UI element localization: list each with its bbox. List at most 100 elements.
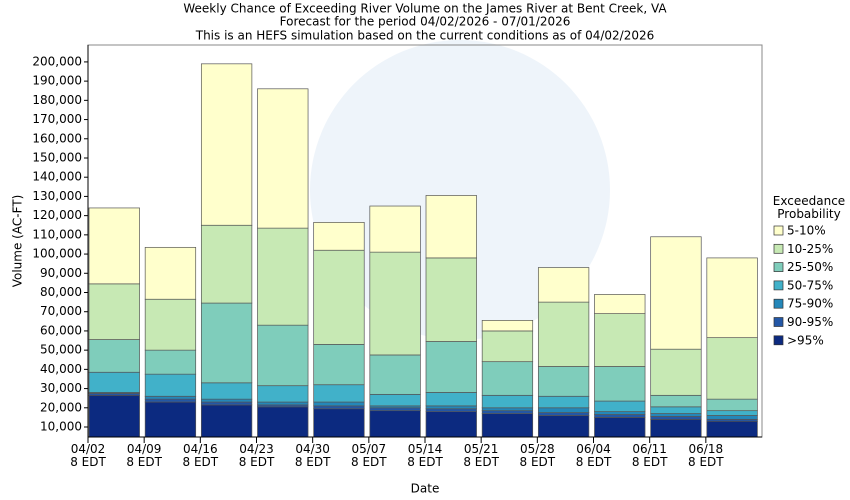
bar-segment (481, 407, 534, 412)
y-tick-label: 80,000 (40, 285, 82, 299)
legend-label: >95% (787, 333, 824, 347)
bar-segment (425, 392, 477, 407)
y-tick-label: 10,000 (40, 420, 82, 434)
bar-segment (313, 408, 365, 438)
x-tick-label: 06/11 8 EDT (631, 442, 668, 469)
bar-segment (537, 407, 590, 413)
bar-segment (144, 395, 197, 400)
bar-segment (481, 330, 534, 363)
bar-segment (706, 398, 758, 412)
bar-segment (313, 401, 365, 407)
bar-segment (594, 411, 646, 415)
bar-segment (650, 418, 702, 438)
bar-segment (425, 411, 477, 438)
bar-segment (144, 246, 197, 300)
bar-segment (594, 366, 646, 402)
legend-swatch (773, 335, 784, 346)
legend-swatch (773, 243, 784, 254)
legend-swatch (773, 317, 784, 327)
bar-segment (257, 406, 309, 438)
bar-segment (200, 398, 253, 403)
y-tick-label: 20,000 (40, 400, 82, 414)
bar-segment (200, 63, 253, 226)
bar-segment (425, 405, 477, 410)
bar-segment (369, 354, 421, 395)
bar-segment (706, 415, 758, 420)
bar-segment (425, 341, 477, 393)
y-tick-label: 160,000 (32, 131, 82, 145)
legend-label: 75-90% (787, 297, 833, 311)
chart-subtitle: Forecast for the period 04/02/2026 - 07/… (280, 15, 571, 29)
bar-segment (369, 205, 421, 253)
legend-title: Exceedance Probability (772, 194, 846, 221)
legend-label: 90-95% (787, 315, 833, 329)
bar-segment (706, 257, 758, 339)
x-tick-label: 04/23 8 EDT (238, 442, 275, 469)
bar-segment (650, 413, 702, 417)
bar-segment (706, 337, 758, 400)
bar-segment (594, 400, 646, 412)
bar-segment (481, 320, 534, 332)
bar-segment (706, 420, 758, 438)
bar-segment (425, 257, 477, 342)
bar-segment (537, 267, 590, 303)
x-tick-label: 04/16 8 EDT (182, 442, 219, 469)
bar-segment (537, 366, 590, 397)
bar-segment (257, 227, 309, 326)
bar-segment (88, 339, 140, 373)
bar-segment (200, 401, 253, 406)
bar-segment (481, 394, 534, 409)
chart-subtitle: This is an HEFS simulation based on the … (195, 29, 655, 43)
bar-segment (200, 224, 253, 304)
bar-segment (594, 294, 646, 314)
bar-segment (144, 373, 197, 397)
bar-segment (313, 405, 365, 410)
bar-segment (313, 249, 365, 345)
bar-segment (650, 348, 702, 396)
y-tick-label: 90,000 (40, 266, 82, 280)
x-tick-label: 04/30 8 EDT (294, 442, 331, 469)
bar-segment (369, 407, 421, 412)
bar-segment (594, 313, 646, 367)
y-tick-label: 140,000 (32, 170, 82, 184)
y-tick-label: 30,000 (40, 381, 82, 395)
x-axis-label: Date (411, 482, 440, 496)
y-tick-label: 190,000 (32, 74, 82, 88)
y-tick-label: 50,000 (40, 343, 82, 357)
bar-segment (257, 385, 309, 403)
legend-swatch (773, 262, 784, 272)
bar-segment (313, 384, 365, 403)
bar-segment (481, 413, 534, 438)
bar-segment (144, 398, 197, 403)
bar-segment (257, 88, 309, 229)
bar-segment (537, 395, 590, 409)
y-axis-label: Volume (AC-FT) (11, 195, 25, 288)
x-tick-label: 06/18 8 EDT (688, 442, 724, 469)
bar-segment (425, 408, 477, 412)
bar-segment (594, 417, 646, 438)
bar-segment (200, 404, 253, 438)
x-tick-label: 04/02 8 EDT (70, 442, 106, 469)
legend-swatch (773, 280, 784, 291)
x-tick-label: 04/09 8 EDT (126, 442, 162, 469)
bar-segment (88, 207, 140, 285)
bar-segment (481, 361, 534, 396)
bar-segment (425, 195, 477, 259)
legend-swatch (773, 298, 784, 309)
bar-segment (88, 394, 140, 438)
y-tick-label: 150,000 (32, 150, 82, 164)
y-tick-label: 200,000 (32, 54, 82, 68)
bar-segment (594, 414, 646, 418)
bar-segment (144, 401, 197, 438)
y-tick-label: 110,000 (32, 227, 82, 241)
bar-segment (369, 410, 421, 438)
bar-segment (313, 344, 365, 386)
bar-segment (537, 415, 590, 438)
y-tick-label: 130,000 (32, 189, 82, 203)
x-tick-label: 06/04 8 EDT (575, 442, 612, 469)
bar-segment (706, 410, 758, 416)
bar-segment (88, 371, 140, 393)
bar-segment (369, 251, 421, 356)
